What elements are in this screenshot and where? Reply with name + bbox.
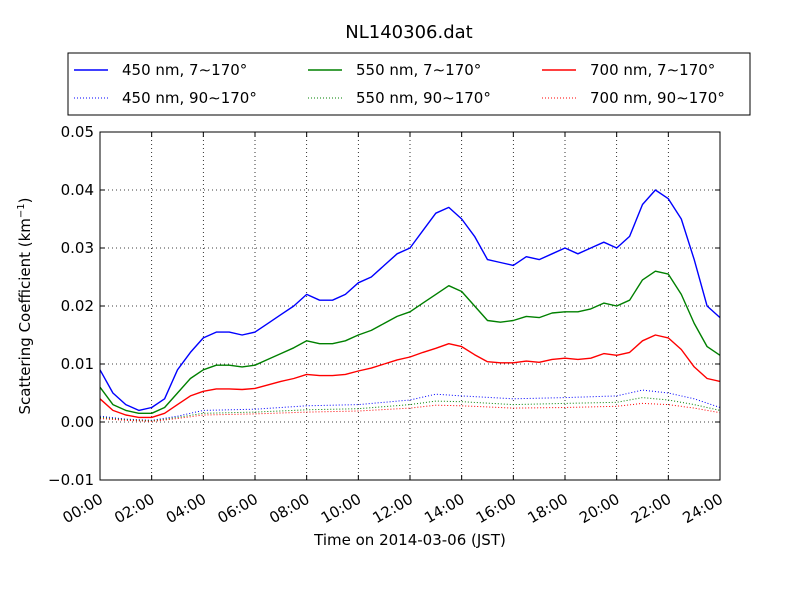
chart-title: NL140306.dat <box>345 22 472 43</box>
legend-entries: 450 nm, 7∼170° 550 nm, 7∼170° 700 nm, 7∼17… <box>74 61 725 107</box>
y-tick-label: 0.05 <box>61 123 94 141</box>
y-tick-label: −0.01 <box>48 471 94 489</box>
y-tick-label: 0.03 <box>61 239 94 257</box>
legend-label-1: 450 nm, 7∼170° <box>122 61 247 79</box>
legend-label-4: 550 nm, 90∼170° <box>356 89 491 107</box>
series-layer <box>99 189 721 422</box>
series-line-5 <box>99 334 721 419</box>
legend-label-3: 550 nm, 7∼170° <box>356 61 481 79</box>
series-line-3 <box>99 270 721 414</box>
ticks <box>99 131 721 481</box>
legend-label-5: 700 nm, 7∼170° <box>590 61 715 79</box>
legend-label-2: 450 nm, 90∼170° <box>122 89 257 107</box>
y-tick-labels: 0.05 0.04 0.03 0.02 0.01 0.00 −0.01 <box>48 123 94 489</box>
y-axis-label-main: Scattering Coefficient (km <box>16 218 34 414</box>
y-axis-label-sup: −1 <box>16 203 27 218</box>
legend: 450 nm, 7∼170° 550 nm, 7∼170° 700 nm, 7∼17… <box>67 52 751 116</box>
x-axis-label: Time on 2014-03-06 (JST) <box>313 531 506 549</box>
y-tick-label: 0.02 <box>61 297 94 315</box>
legend-label-6: 700 nm, 90∼170° <box>590 89 725 107</box>
plot-area <box>99 131 721 481</box>
legend-frame <box>67 52 751 116</box>
y-axis-label: Scattering Coefficient (km−1) <box>16 197 34 414</box>
series-line-2 <box>99 389 721 421</box>
series-line-1 <box>99 189 721 412</box>
y-tick-label: 0.01 <box>61 355 94 373</box>
y-axis-label-end: ) <box>16 197 34 203</box>
y-tick-label: 0.00 <box>61 413 94 431</box>
y-tick-label: 0.04 <box>61 181 94 199</box>
